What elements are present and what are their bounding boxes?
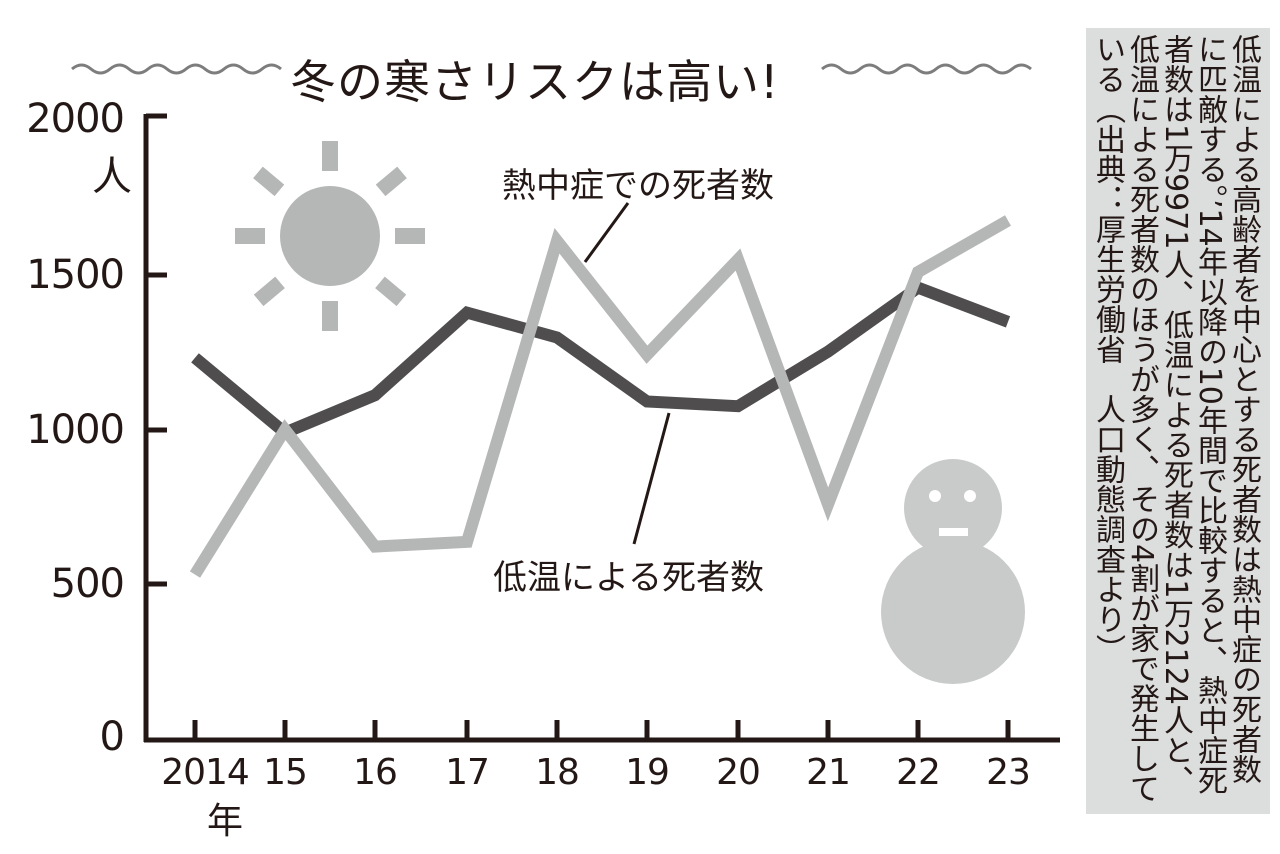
x-tick-21: 21 <box>806 752 851 793</box>
cold-leader-line <box>632 412 671 545</box>
snowman-icon <box>881 459 1025 684</box>
cold-series-label: 低温による死者数 <box>493 558 764 598</box>
x-tick-16: 16 <box>353 752 398 793</box>
heatstroke-deaths-line <box>189 215 1011 578</box>
heatstroke-leader-line <box>583 202 630 263</box>
left-wave-decoration <box>71 63 282 75</box>
sun-icon <box>235 141 425 331</box>
x-axis <box>144 720 1060 743</box>
heatstroke-series-label: 熱中症での死者数 <box>502 166 774 206</box>
x-tick-20: 20 <box>716 752 761 793</box>
cold-deaths-line <box>191 280 1011 440</box>
x-tick-23: 23 <box>986 752 1031 793</box>
x-tick-17: 17 <box>445 752 490 793</box>
right-wave-decoration <box>821 63 1032 75</box>
x-tick-19: 19 <box>625 752 670 793</box>
x-tick-2014: 2014 <box>161 752 250 793</box>
x-axis-unit: 年 <box>207 801 244 842</box>
x-tick-22: 22 <box>896 752 941 793</box>
x-tick-15: 15 <box>263 752 308 793</box>
y-tick-1500: 1500 <box>26 252 125 298</box>
explanatory-note-text: 低温による高齢者を中心とする死者数は熱中症の死者数に匹敵する。’14年以降の10… <box>1090 34 1261 804</box>
explanatory-note-box: 低温による高齢者を中心とする死者数は熱中症の死者数に匹敵する。’14年以降の10… <box>1086 28 1270 814</box>
y-tick-0: 0 <box>99 714 125 760</box>
y-axis <box>143 113 167 742</box>
chart-title: 冬の寒さリスクは高い! <box>290 55 780 109</box>
y-tick-500: 500 <box>50 561 125 607</box>
y-axis-unit: 人 <box>92 154 132 200</box>
x-tick-18: 18 <box>535 752 580 793</box>
y-tick-2000: 2000 <box>26 96 125 142</box>
y-tick-1000: 1000 <box>26 407 125 453</box>
